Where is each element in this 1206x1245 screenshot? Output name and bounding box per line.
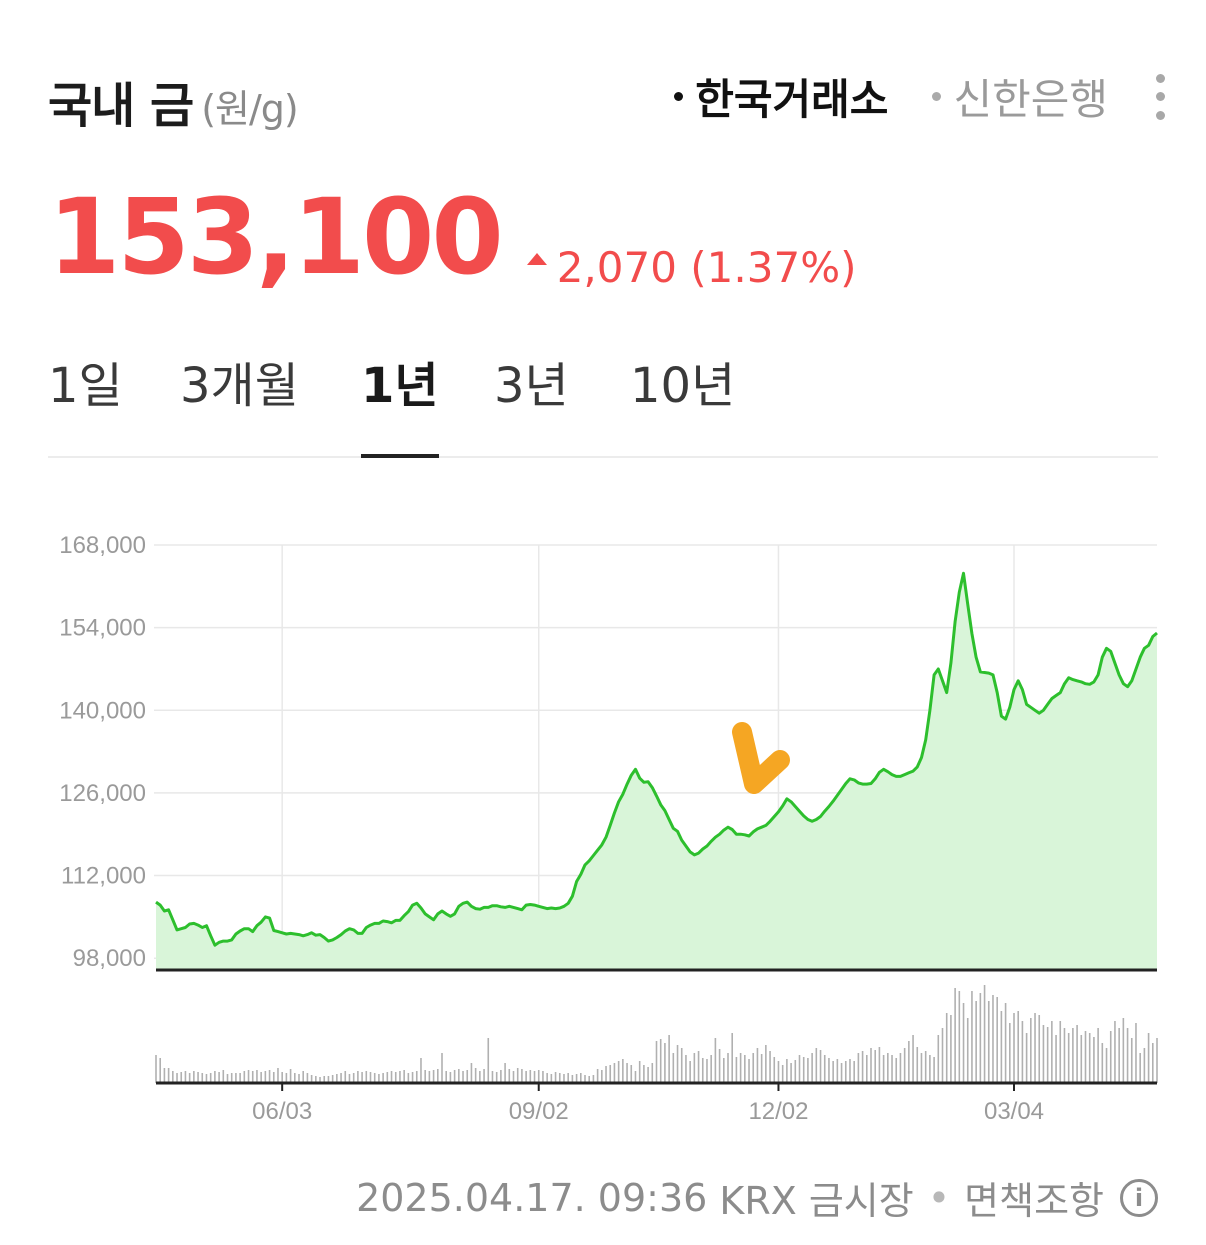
y-tick-label: 98,000 (73, 945, 146, 972)
x-tick-label: 06/03 (252, 1098, 312, 1125)
price-chart: 168,000 154,000 140,000 126,000 112,000 98,00… (59, 532, 1158, 1125)
price-row: 153,100 2,070 (1.37%) (48, 176, 857, 298)
bullet-icon (674, 92, 684, 101)
source-tab-shinhan[interactable]: 신한은행 (932, 66, 1108, 127)
y-tick-label: 168,000 (59, 532, 146, 559)
y-tick-label: 154,000 (59, 615, 146, 642)
header: 국내 금 (원/g) 한국거래소 신한은행 (48, 66, 1165, 136)
disclaimer-link[interactable]: 면책조항 (964, 1179, 1104, 1223)
current-price: 153,100 (48, 176, 504, 298)
separator-dot: • (927, 1175, 951, 1220)
tab-3m[interactable]: 3개월 (180, 358, 299, 414)
annotation-check-mark (732, 722, 790, 794)
change-percent: (1.37%) (690, 242, 857, 292)
source-tab-krx[interactable]: 한국거래소 (674, 66, 888, 127)
info-icon[interactable]: i (1120, 1178, 1158, 1217)
source-label: 신한은행 (953, 75, 1108, 124)
unit-label: (원/g) (201, 87, 299, 131)
bullet-icon (932, 92, 942, 101)
x-tick-label: 03/04 (984, 1098, 1044, 1125)
price-area (156, 573, 1157, 970)
change-amount: 2,070 (556, 242, 677, 292)
page-title: 국내 금 (원/g) (48, 66, 299, 136)
footer: 2025.04.17. 09:36 KRX 금시장 • 면책조항 i (356, 1170, 1158, 1225)
x-tick-label: 12/02 (748, 1098, 808, 1125)
title-text: 국내 금 (48, 78, 194, 134)
y-tick-label: 126,000 (59, 780, 146, 807)
source-label: 한국거래소 (695, 75, 889, 124)
more-options-icon[interactable] (1152, 73, 1168, 120)
price-line (155, 571, 1158, 947)
tab-3y[interactable]: 3년 (494, 358, 569, 414)
price-change: 2,070 (1.37%) (526, 242, 857, 292)
up-arrow-icon (526, 253, 547, 265)
tab-1d[interactable]: 1일 (48, 358, 123, 414)
y-tick-label: 140,000 (59, 697, 146, 724)
active-tab-underline (361, 454, 439, 458)
period-tabs: 1일 3개월 1년 3년 10년 (48, 346, 1158, 458)
tab-10y[interactable]: 10년 (630, 358, 736, 414)
market-label: KRX 금시장 (719, 1179, 914, 1223)
y-tick-label: 112,000 (61, 863, 146, 890)
timestamp: 2025.04.17. 09:36 (356, 1175, 708, 1220)
source-tabs: 한국거래소 신한은행 (674, 66, 1165, 127)
x-tick-label: 09/02 (509, 1098, 569, 1125)
tab-1y[interactable]: 1년 (361, 346, 439, 458)
